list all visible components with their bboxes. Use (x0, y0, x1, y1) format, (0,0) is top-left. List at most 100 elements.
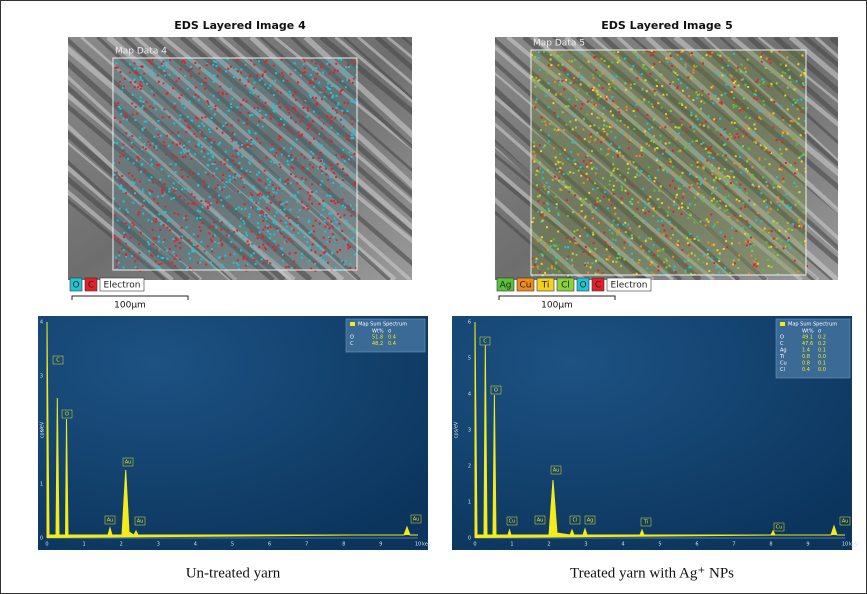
map-dot (556, 168, 558, 170)
map-dot (225, 114, 227, 116)
map-dot (213, 196, 215, 198)
map-dot (179, 114, 181, 116)
map-dot (593, 124, 595, 126)
map-dot (342, 168, 344, 170)
map-dot (685, 271, 687, 273)
map-dot (597, 187, 599, 189)
map-dot (119, 121, 121, 123)
map-dot (323, 163, 325, 165)
map-dot (346, 110, 348, 112)
map-dot (214, 108, 216, 110)
map-dot (717, 54, 719, 56)
map-dot (156, 164, 158, 166)
map-dot (578, 170, 580, 172)
map-dot (653, 141, 655, 143)
map-dot (619, 151, 621, 153)
map-dot (121, 188, 123, 190)
map-dot (658, 228, 660, 230)
map-dot (557, 64, 559, 66)
map-dot (586, 166, 588, 168)
map-dot (745, 71, 747, 73)
map-key-label: Cl (561, 281, 570, 291)
map-dot (207, 165, 209, 167)
map-dot (120, 108, 122, 110)
map-dot (225, 70, 227, 72)
map-dot (173, 123, 175, 125)
map-dot (264, 71, 266, 73)
map-dot (285, 222, 287, 224)
map-dot (781, 142, 783, 144)
map-dot (162, 116, 164, 118)
map-dot (151, 255, 153, 257)
map-dot (538, 57, 540, 59)
map-dot (123, 85, 125, 87)
map-dot (272, 188, 274, 190)
map-dot (325, 261, 327, 263)
map-dot (202, 206, 204, 208)
map-dot (239, 146, 241, 148)
map-dot (286, 160, 288, 162)
map-dot (747, 107, 749, 109)
map-dot (298, 232, 300, 234)
map-dot (668, 58, 670, 60)
map-dot (764, 158, 766, 160)
map-dot (777, 185, 779, 187)
map-dot (548, 82, 550, 84)
map-dot (641, 73, 643, 75)
map-dot (785, 246, 787, 248)
map-dot (133, 224, 135, 226)
legend-cell: 51.8 (372, 335, 383, 341)
map-dot (303, 101, 305, 103)
map-dot (670, 237, 672, 239)
map-dot (193, 233, 195, 235)
map-dot (779, 51, 781, 53)
map-dot (676, 87, 678, 89)
map-dot (639, 155, 641, 157)
map-dot (250, 155, 252, 157)
legend-cell: 0.4 (388, 335, 396, 341)
map-dot (666, 260, 668, 262)
map-dot (334, 218, 336, 220)
map-dot (782, 201, 784, 203)
peak-label: Au (125, 460, 132, 466)
map-dot (544, 272, 546, 274)
map-dot (181, 176, 183, 178)
map-dot (566, 258, 568, 260)
map-dot (302, 180, 304, 182)
map-dot (673, 265, 675, 267)
map-dot (325, 203, 327, 205)
map-dot (802, 82, 804, 84)
map-dot (613, 185, 615, 187)
map-dot (295, 110, 297, 112)
map-dot (215, 105, 217, 107)
map-dot (211, 240, 213, 242)
map-dot (139, 84, 141, 86)
map-dot (540, 214, 542, 216)
legend-title: Map Sum Spectrum (788, 322, 837, 328)
map-dot (336, 79, 338, 81)
map-dot (119, 207, 121, 209)
map-dot (579, 235, 581, 237)
map-dot (324, 226, 326, 228)
map-dot (688, 217, 690, 219)
map-dot (576, 254, 578, 256)
map-dot (228, 181, 230, 183)
map-dot (574, 59, 576, 61)
map-dot (222, 258, 224, 260)
map-dot (330, 92, 332, 94)
map-dot (283, 236, 285, 238)
map-dot (608, 83, 610, 85)
map-dot (230, 106, 232, 108)
map-dot (625, 190, 627, 192)
map-dot (191, 249, 193, 251)
map-dot (131, 135, 133, 137)
map-dot (609, 86, 611, 88)
map-dot (318, 144, 320, 146)
map-dot (548, 89, 550, 91)
map-dot (323, 259, 325, 261)
map-dot (606, 125, 608, 127)
map-dot (601, 72, 603, 74)
map-dot (330, 116, 332, 118)
map-dot (752, 176, 754, 178)
map-dot (752, 174, 754, 176)
